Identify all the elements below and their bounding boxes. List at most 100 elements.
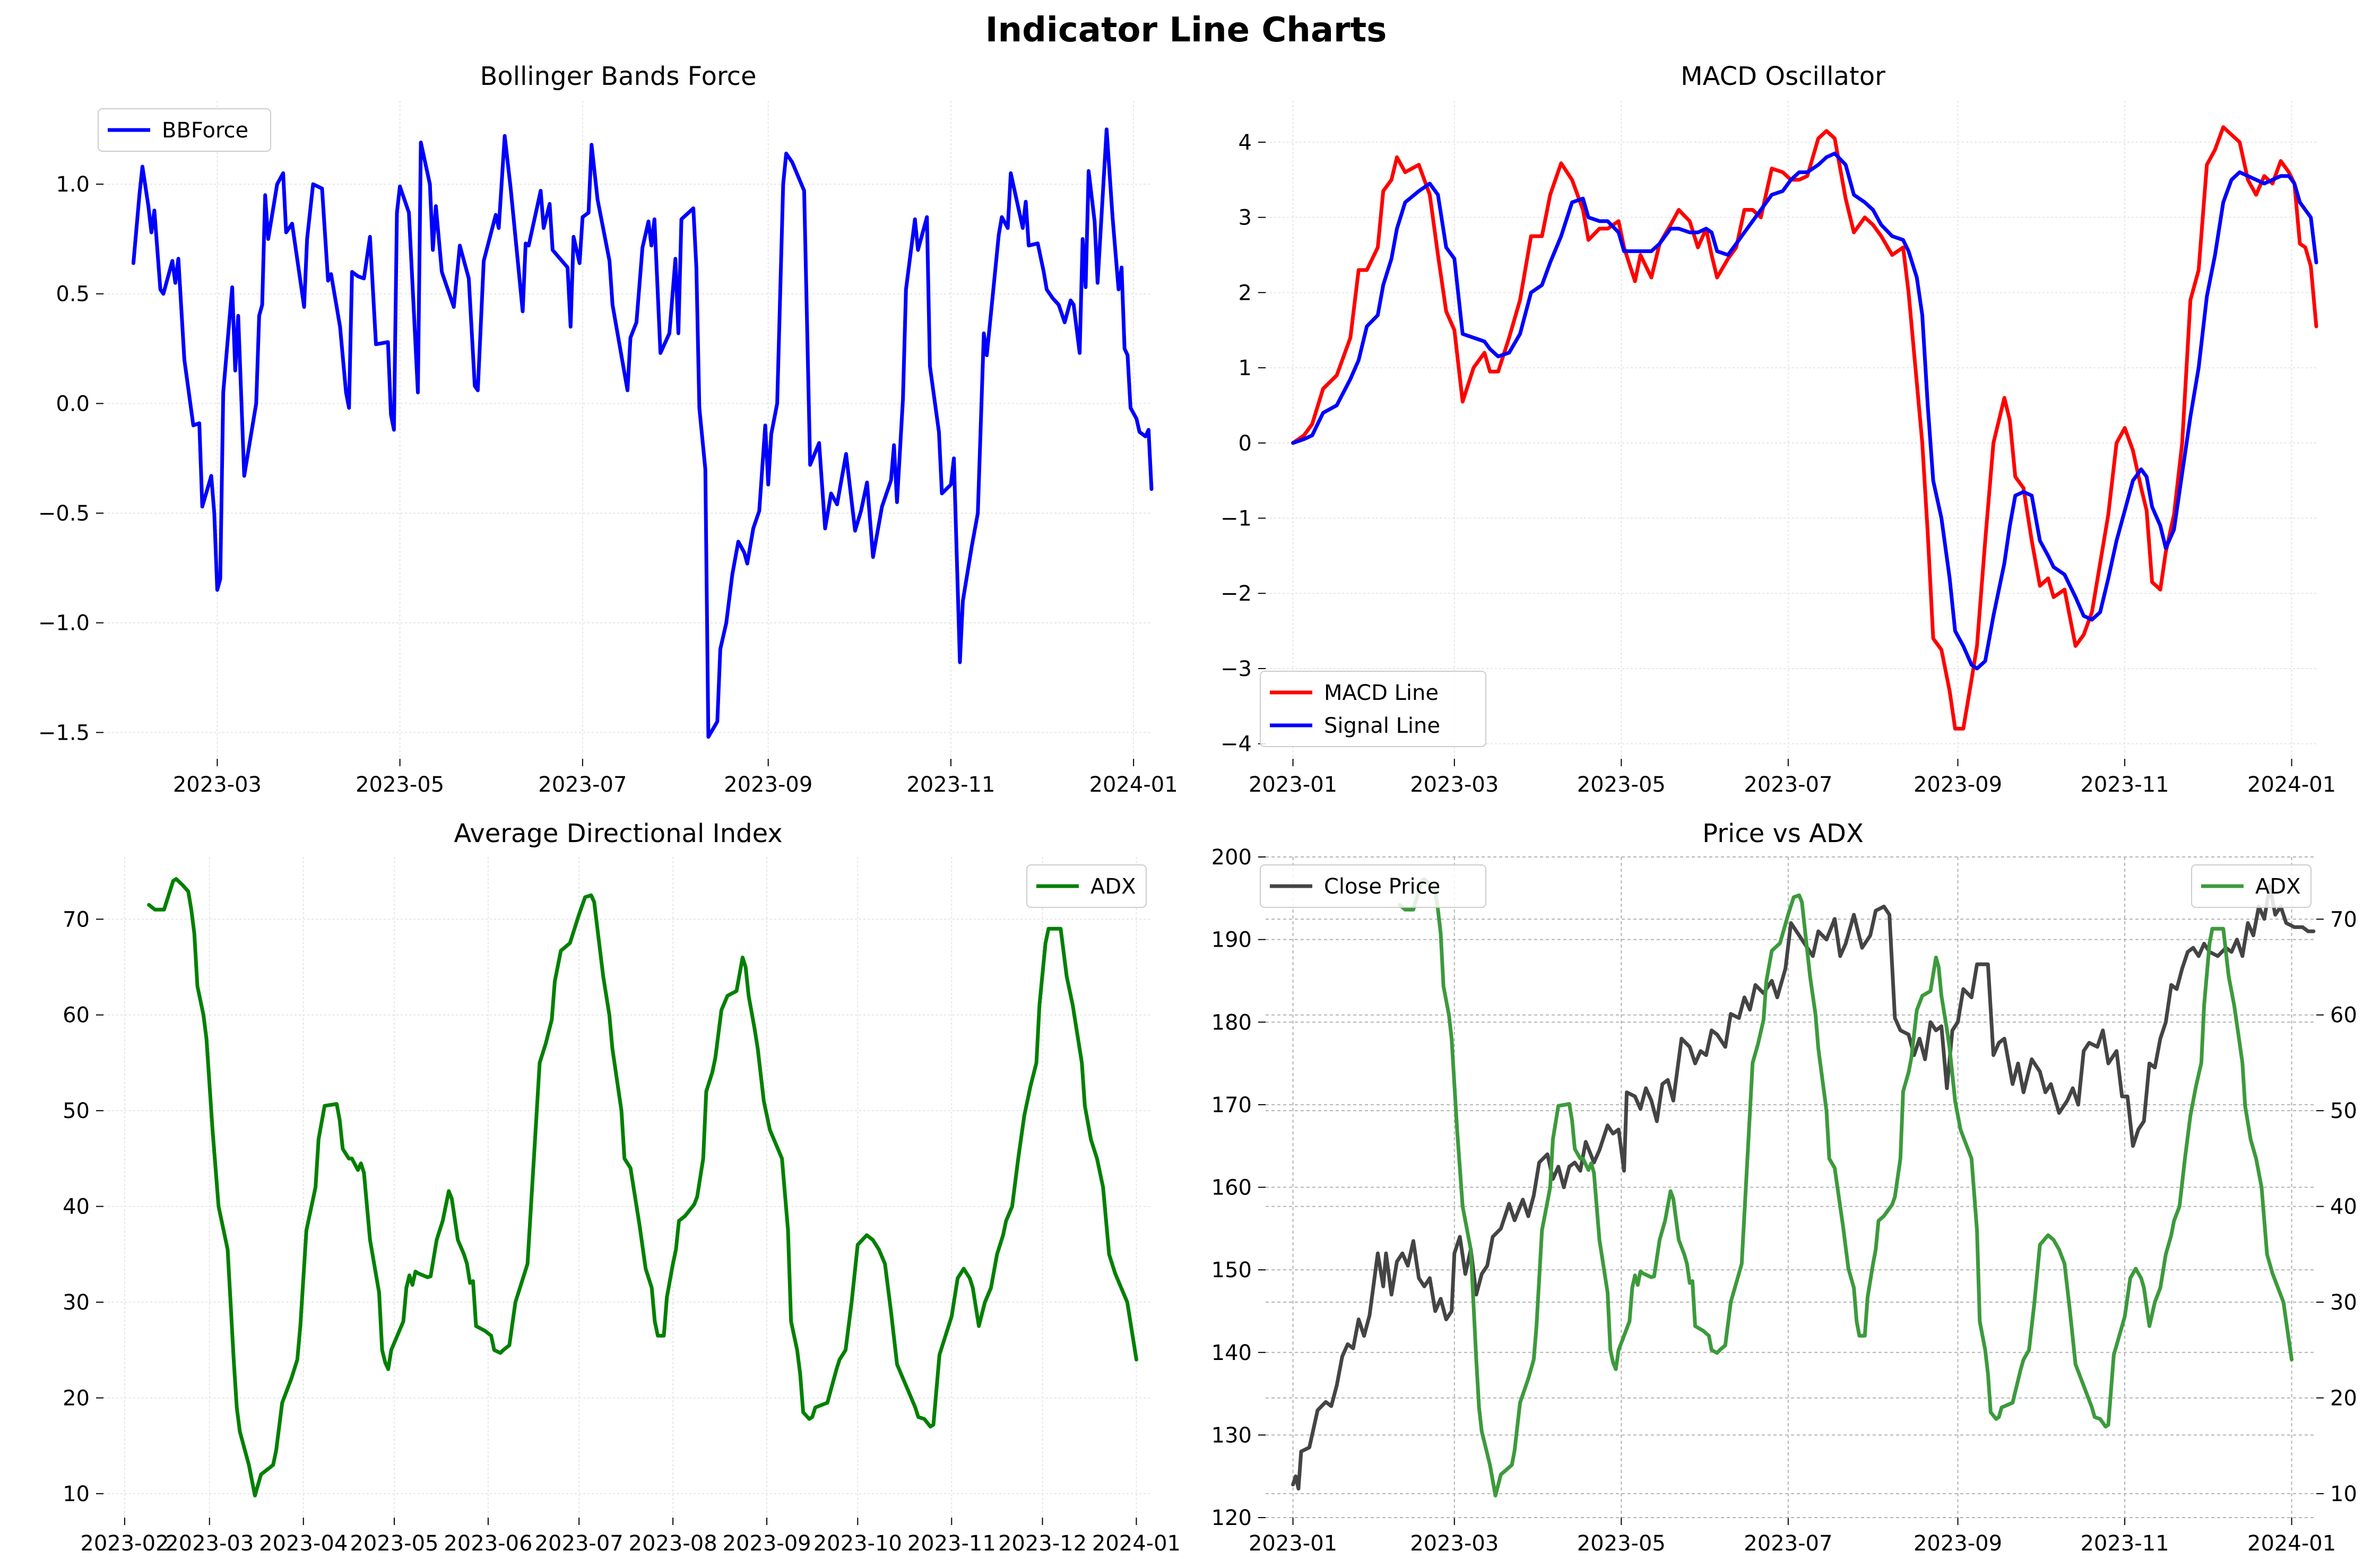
y-tick-label: 180 bbox=[1211, 1010, 1252, 1035]
panel-average-directional-index: Average Directional Index 2023-022023-03… bbox=[63, 819, 1181, 1556]
panel-macd-oscillator: MACD Oscillator 2023-01 2023-03 2023-05 202… bbox=[1220, 62, 2336, 797]
y-tick-label: 0.0 bbox=[56, 392, 90, 416]
legend-label: ADX bbox=[2255, 874, 2301, 899]
y-tick-label: −0.5 bbox=[38, 501, 90, 526]
x-tick-label: 2023-07 bbox=[538, 773, 627, 797]
panel-price-vs-adx: Price vs ADX 2023-01 2023-03 2023-05 2023-0… bbox=[1211, 819, 2357, 1556]
x-tick-label: 2023-01 bbox=[1249, 1531, 1337, 1556]
y-tick-label: 4 bbox=[1239, 131, 1252, 155]
x-tick-label: 2023-08 bbox=[629, 1531, 717, 1556]
legend-box bbox=[1260, 864, 1486, 908]
series-line-signal-line bbox=[1291, 151, 2318, 671]
y-right-tick-label: 60 bbox=[2330, 1003, 2357, 1028]
y-tick-label: 170 bbox=[1211, 1093, 1252, 1117]
y-tick-label: 160 bbox=[1211, 1176, 1252, 1200]
legend: Close Price bbox=[1260, 864, 1486, 908]
series-line-macd-line bbox=[1291, 125, 2318, 731]
y-tick-label: 140 bbox=[1211, 1341, 1252, 1365]
legend: BBForce bbox=[98, 108, 271, 152]
y-tick-label: −4 bbox=[1220, 732, 1252, 757]
x-tick-label: 2023-09 bbox=[723, 1531, 811, 1556]
x-tick-label: 2024-01 bbox=[1092, 1531, 1181, 1556]
panel-title-adx: Average Directional Index bbox=[454, 819, 782, 848]
x-tick-label: 2023-05 bbox=[1577, 773, 1666, 797]
x-tick-label: 2023-09 bbox=[1914, 773, 2002, 797]
y-tick-label: 40 bbox=[63, 1195, 90, 1219]
y-tick-label: 150 bbox=[1211, 1258, 1252, 1283]
plot-area-macd: 2023-01 2023-03 2023-05 2023-07 2023-09 2023-… bbox=[1220, 101, 2336, 797]
x-tick-label: 2023-01 bbox=[1249, 773, 1337, 797]
y-right-tick-label: 10 bbox=[2330, 1482, 2357, 1506]
legend-label: BBForce bbox=[162, 118, 248, 143]
panel-title-macd: MACD Oscillator bbox=[1681, 62, 1885, 91]
panel-title-pva: Price vs ADX bbox=[1702, 819, 1864, 848]
x-tick-label: 2023-11 bbox=[906, 773, 995, 797]
y-tick-label: 20 bbox=[63, 1386, 90, 1410]
y-tick-label: −1.5 bbox=[38, 721, 90, 745]
legend-label: Signal Line bbox=[1324, 714, 1440, 738]
x-tick-label: 2023-07 bbox=[1744, 773, 1832, 797]
legend-label: Close Price bbox=[1324, 874, 1440, 899]
y-right-tick-label: 70 bbox=[2330, 907, 2357, 932]
figure-title: Indicator Line Charts bbox=[985, 11, 1387, 50]
x-tick-label: 2023-09 bbox=[724, 773, 812, 797]
y-tick-label: −1 bbox=[1220, 507, 1252, 531]
x-tick-label: 2023-12 bbox=[998, 1531, 1087, 1556]
y-right-tick-label: 50 bbox=[2330, 1099, 2357, 1123]
legend-box bbox=[98, 108, 271, 152]
x-tick-label: 2023-05 bbox=[350, 1531, 438, 1556]
x-tick-label: 2023-11 bbox=[2080, 1531, 2169, 1556]
y-tick-label: 70 bbox=[63, 907, 90, 932]
y-tick-label: 3 bbox=[1239, 206, 1252, 230]
legend: MACD Line Signal Line bbox=[1260, 671, 1486, 747]
x-tick-label: 2023-09 bbox=[1914, 1531, 2002, 1556]
y-tick-label: −1.0 bbox=[38, 611, 90, 636]
legend-label: MACD Line bbox=[1324, 681, 1439, 705]
y-tick-label: 2 bbox=[1239, 281, 1252, 305]
x-tick-label: 2023-03 bbox=[1410, 773, 1499, 797]
x-tick-label: 2023-06 bbox=[444, 1531, 532, 1556]
panel-title-bb: Bollinger Bands Force bbox=[480, 62, 756, 91]
y-tick-label: 1 bbox=[1239, 356, 1252, 380]
x-tick-label: 2023-05 bbox=[356, 773, 444, 797]
x-tick-label: 2023-02 bbox=[80, 1531, 169, 1556]
x-tick-label: 2023-11 bbox=[2080, 773, 2169, 797]
y-tick-label: 30 bbox=[63, 1290, 90, 1315]
x-tick-label: 2023-07 bbox=[1744, 1531, 1832, 1556]
y-tick-label: 10 bbox=[63, 1482, 90, 1506]
x-tick-label: 2024-01 bbox=[2247, 773, 2336, 797]
series-line-adx bbox=[1398, 877, 2294, 1497]
y-tick-label: −3 bbox=[1220, 657, 1252, 681]
panel-bollinger-bands-force: Bollinger Bands Force 2023-03 2023-05 2023… bbox=[38, 62, 1178, 797]
y-tick-label: 60 bbox=[63, 1003, 90, 1028]
y-right-tick-label: 30 bbox=[2330, 1290, 2357, 1315]
legend: ADX bbox=[1026, 864, 1147, 908]
plot-area-pva: 2023-01 2023-03 2023-05 2023-07 2023-09 2023-… bbox=[1211, 845, 2357, 1556]
x-tick-label: 2024-01 bbox=[1089, 773, 1178, 797]
y-tick-label: 200 bbox=[1211, 845, 1252, 870]
y-tick-label: 0 bbox=[1239, 431, 1252, 456]
x-tick-label: 2023-11 bbox=[907, 1531, 996, 1556]
y-tick-label: 120 bbox=[1211, 1506, 1252, 1530]
series-line-bbforce bbox=[131, 127, 1154, 739]
y-tick-label: 130 bbox=[1211, 1423, 1252, 1448]
legend-label: ADX bbox=[1090, 874, 1136, 899]
series-line-adx bbox=[147, 877, 1138, 1497]
legend-box bbox=[1260, 671, 1486, 747]
y-tick-label: 1.0 bbox=[56, 172, 90, 197]
y-tick-label: 50 bbox=[63, 1099, 90, 1123]
series-line-close-price bbox=[1291, 884, 2316, 1491]
x-tick-label: 2023-10 bbox=[813, 1531, 902, 1556]
x-tick-label: 2023-04 bbox=[259, 1531, 348, 1556]
legend-box bbox=[1026, 864, 1147, 908]
x-tick-label: 2023-05 bbox=[1577, 1531, 1666, 1556]
x-tick-label: 2023-03 bbox=[165, 1531, 254, 1556]
legend-box bbox=[2191, 864, 2312, 908]
y-tick-label: 190 bbox=[1211, 928, 1252, 952]
legend: ADX bbox=[2191, 864, 2312, 908]
y-right-tick-label: 40 bbox=[2330, 1195, 2357, 1219]
y-tick-label: 0.5 bbox=[56, 282, 90, 307]
y-right-tick-label: 20 bbox=[2330, 1386, 2357, 1410]
